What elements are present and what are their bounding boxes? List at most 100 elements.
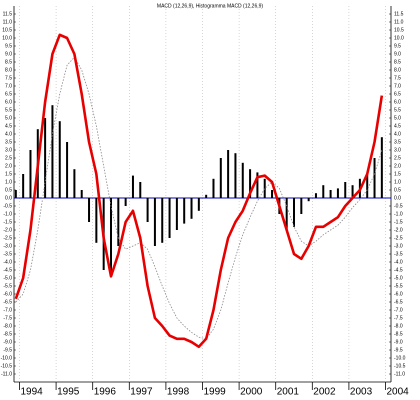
y-tick-label: 6.5 [394,91,401,97]
y-tick-label: 8.0 [394,67,401,73]
y-tick-label: -3.0 [394,243,403,249]
y-tick-label: 6.5 [5,91,12,97]
y-tick-label: 7.5 [394,75,401,81]
y-tick-label: -2.5 [3,235,12,241]
y-tick-label: -3.5 [394,251,403,257]
histogram-bar [285,198,288,230]
y-tick-label: 0.5 [394,187,401,193]
histogram-bar [51,105,54,198]
histogram-bar [190,198,193,219]
y-tick-label: 8.5 [5,59,12,65]
y-tick-label: -5.0 [394,275,403,281]
y-tick-label: -9.0 [394,339,403,345]
y-tick-label: 10.0 [394,35,404,41]
y-tick-label: -7.5 [394,315,403,321]
histogram-bar [88,198,91,222]
histogram-bar [146,198,149,222]
x-tick-label: 1996 [94,387,117,398]
histogram-bar [336,188,339,198]
y-tick-label: -8.5 [3,331,12,337]
histogram-bar [329,190,332,198]
y-tick-label: -1.5 [3,219,12,225]
x-tick-label: 2004 [387,387,410,398]
y-tick-label: -6.0 [394,291,403,297]
y-tick-label: 6.0 [394,99,401,105]
y-tick-label: 7.0 [5,83,12,89]
y-tick-label: -4.0 [394,259,403,265]
y-tick-label: -3.0 [3,243,12,249]
y-tick-label: -4.5 [394,267,403,273]
y-tick-label: -9.5 [394,347,403,353]
y-tick-label: 5.0 [394,115,401,121]
y-tick-label: 9.0 [5,51,12,57]
histogram-bar [14,190,17,198]
histogram-bar [117,198,120,246]
y-tick-label: -4.5 [3,267,12,273]
histogram-bar [293,198,296,227]
y-tick-label: -2.0 [3,227,12,233]
histogram-bar [219,158,222,198]
y-tick-label: 11.5 [394,11,404,17]
y-tick-label: 6.0 [5,99,12,105]
y-tick-label: 5.5 [394,107,401,113]
histogram-bar [80,190,83,198]
x-tick-label: 1998 [167,387,190,398]
y-tick-label: 4.5 [394,123,401,129]
histogram-bar [322,185,325,198]
y-tick-label: 3.5 [394,139,401,145]
y-tick-label: -0.5 [394,203,403,209]
y-tick-label: -10.5 [1,363,13,369]
y-tick-label: 0.0 [394,195,401,201]
histogram-bar [241,162,244,198]
histogram-bar [314,193,317,198]
y-tick-label: -5.5 [394,283,403,289]
y-tick-label: 9.5 [394,43,401,49]
y-tick-label: 10.0 [2,35,12,41]
histogram-bar [95,198,98,243]
y-tick-label: 7.5 [5,75,12,81]
y-tick-label: 1.5 [5,171,12,177]
histogram-bar [212,178,215,198]
macd-line [14,33,384,349]
y-tick-label: 10.5 [394,27,404,33]
histogram-bar [109,198,112,275]
y-tick-label: -6.5 [3,299,12,305]
y-tick-label: 3.5 [5,139,12,145]
histogram-bar [44,118,47,198]
histogram-bar [29,150,32,198]
y-tick-label: -4.0 [3,259,12,265]
y-tick-label: 3.0 [5,147,12,153]
y-tick-label: 1.5 [394,171,401,177]
y-tick-label: -8.0 [3,323,12,329]
y-tick-label: -6.5 [394,299,403,305]
y-tick-label: -2.0 [394,227,403,233]
y-tick-label: -8.0 [394,323,403,329]
histogram-bar [168,198,171,238]
x-tick-label: 1997 [130,387,153,398]
y-tick-label: -11.0 [394,371,405,377]
y-tick-label: 7.0 [394,83,401,89]
histogram-bar [66,142,69,198]
y-tick-label: -7.5 [3,315,12,321]
histogram-bar [131,175,134,198]
y-tick-label: -6.0 [3,291,12,297]
y-tick-label: 2.5 [394,155,401,161]
histogram-bar [58,121,61,198]
y-tick-label: -5.5 [3,283,12,289]
y-tick-label: -5.0 [3,275,12,281]
y-tick-label: 11.5 [3,11,13,17]
histogram-bar [124,198,127,206]
y-tick-label: 5.5 [5,107,12,113]
histogram-bar [256,172,259,198]
y-tick-label: 0.0 [5,195,12,201]
y-tick-label: 8.0 [5,67,12,73]
y-tick-label: -9.5 [3,347,12,353]
y-tick-label: -7.0 [3,307,12,313]
y-tick-label: -10.0 [1,355,13,361]
y-tick-label: 0.5 [5,187,12,193]
y-tick-label: -1.0 [3,211,12,217]
y-tick-label: 11.0 [3,19,13,25]
histogram-bar [73,169,76,198]
